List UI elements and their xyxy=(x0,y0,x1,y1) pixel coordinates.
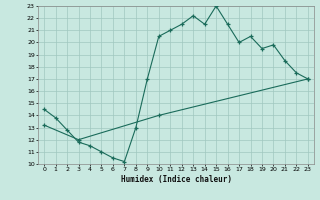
X-axis label: Humidex (Indice chaleur): Humidex (Indice chaleur) xyxy=(121,175,231,184)
